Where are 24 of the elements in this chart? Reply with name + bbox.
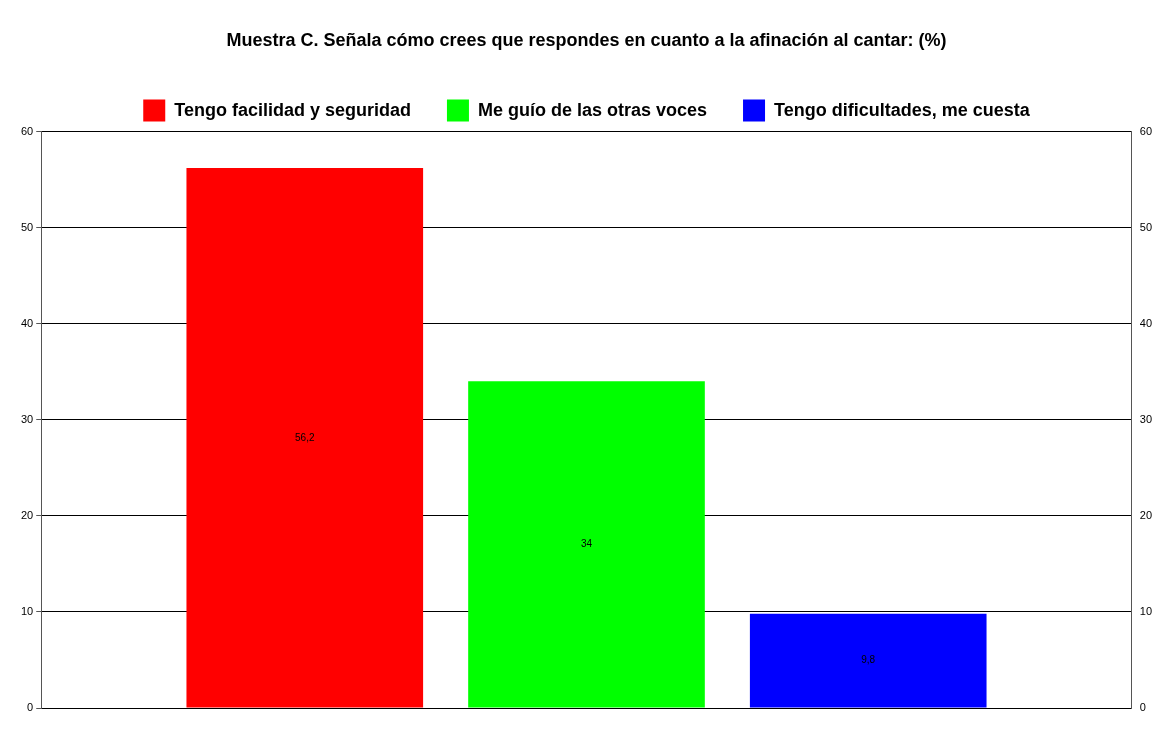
y-tick-label: 40 <box>20 316 34 329</box>
y2-tick-label: 0 <box>1139 701 1146 714</box>
y-tick-label: 20 <box>20 508 34 521</box>
chart-title: Muestra C. Señala cómo crees que respondes en cuanto a la afinación al cantar: (%) <box>226 29 947 50</box>
y-tick-label: 10 <box>20 604 34 617</box>
y2-tick-label: 60 <box>1139 124 1153 137</box>
y2-tick-label: 10 <box>1139 604 1153 617</box>
data-label: 34 <box>580 538 593 550</box>
y2-tick-label: 20 <box>1139 508 1153 521</box>
legend-label: Me guío de las otras voces <box>477 99 708 120</box>
bar <box>186 168 424 708</box>
y2-tick-label: 30 <box>1139 412 1153 425</box>
y-tick-label: 0 <box>27 701 34 714</box>
data-label: 56,2 <box>295 431 315 443</box>
legend-label: Tengo dificultades, me cuesta <box>774 99 1031 120</box>
y2-tick-label: 50 <box>1139 220 1153 233</box>
y-tick-label: 50 <box>20 220 34 233</box>
data-label: 9,8 <box>861 654 876 666</box>
y-tick-label: 60 <box>20 124 34 137</box>
y2-tick-label: 40 <box>1139 316 1153 329</box>
y-tick-label: 30 <box>20 412 34 425</box>
legend-label: Tengo facilidad y seguridad <box>174 99 411 120</box>
bar <box>749 613 987 708</box>
bar <box>468 381 705 708</box>
